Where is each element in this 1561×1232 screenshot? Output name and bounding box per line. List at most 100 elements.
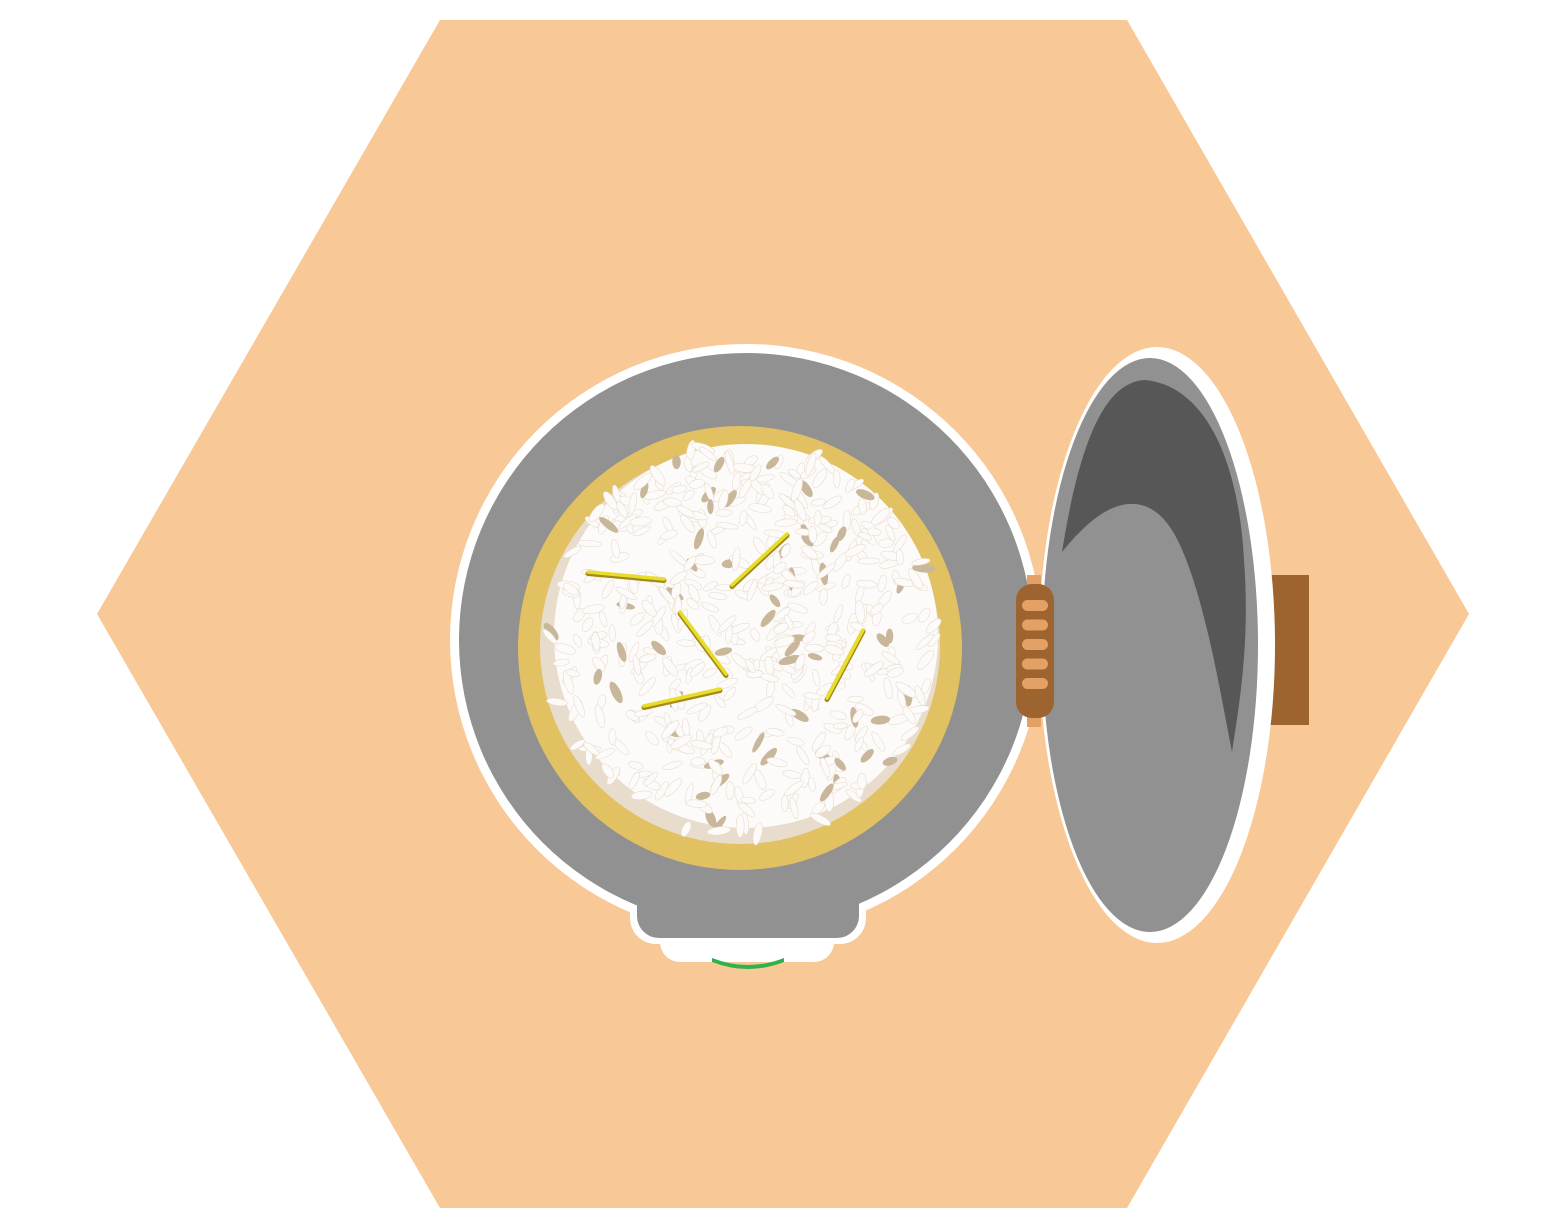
rice-grain [686,702,708,715]
rice-grain [885,524,896,542]
rice-grain [628,492,637,515]
rice-grain [682,489,695,501]
rice-grain [651,640,666,656]
rice-grain [562,670,574,695]
rice-grain [802,580,819,596]
rice-grain [661,720,680,740]
rice-grain [632,654,641,676]
rice-grain [630,790,653,800]
rice-grain [618,514,637,529]
cooker-foot [637,860,859,938]
rice-grain [737,707,758,720]
rice-grain [760,647,777,662]
rice-grain [588,503,605,523]
rice-grain [892,534,907,554]
rice-grain [845,789,862,803]
rice-grain [829,710,847,720]
rice-grain [639,653,657,663]
rice-grain [630,612,645,626]
rice-grain [577,540,602,548]
rice-grain [796,746,810,765]
rice-grain [591,631,601,651]
rice-grain [609,681,623,704]
rice-grain [629,516,652,527]
rice-grain [842,509,852,531]
rice-grain [689,662,706,677]
rice-grain [687,584,700,603]
hinge-ridge [1022,600,1048,611]
rice-grain [801,535,814,547]
rice-grain [769,594,781,608]
rice-grain [700,602,720,613]
rice-grain [713,456,725,473]
rice-grain [911,558,931,566]
rice-grain [671,484,688,494]
rice-grain [854,737,864,752]
rice-grain [780,543,791,558]
rice-grain [774,635,795,648]
rice-grain [554,643,577,655]
rice-grain [819,783,834,802]
rice-grain [855,725,868,743]
rice-grain [786,736,805,746]
rice-grain [543,622,559,641]
rice-grain [921,678,931,694]
rice-grain [672,454,681,470]
rice-grain [725,781,735,800]
rice-grain [857,773,867,790]
rice-grain [858,498,867,515]
hinge-ridge [1022,619,1048,631]
rice-grain [820,757,831,778]
rice-grain [714,695,726,709]
rice-grain [856,489,875,501]
rice-grain [717,615,737,633]
rice-grain [925,618,942,634]
rice-grain [692,461,710,473]
rice-grain [553,658,570,667]
rice-grain [808,525,818,544]
rice-grain [570,739,586,751]
rice-grain [662,656,678,677]
rice-grain [855,579,878,589]
rice-grain [746,579,758,602]
rice-grain [643,772,658,786]
rice-grain [808,777,816,792]
rice-grain [659,586,675,605]
rice-grain [628,761,644,770]
herb-strip [678,610,728,676]
rice-grain [892,743,911,756]
rice-grain [786,602,809,614]
rice-grain [896,549,904,566]
rice-grain [684,783,694,805]
rice-grain [864,661,884,677]
rice-grain [802,631,816,644]
rice-grain [766,757,788,768]
rice-grain [724,450,735,475]
rice-grain [773,622,789,634]
rice-grain [801,545,818,560]
rice-grain [749,464,762,482]
rice-grain [854,599,865,624]
rice-grain [836,526,847,542]
rice-grain [752,732,765,753]
rice-grain [740,796,757,804]
rice-grain [882,756,898,766]
rice-grain [812,669,821,687]
rice-grain [773,562,787,575]
rice-grain [760,609,776,627]
rice-grain [857,531,872,541]
rice-grain [714,647,733,656]
rice-grain [680,514,695,533]
rice-grain [723,687,737,701]
rice-grain [562,582,579,596]
rice-grain [881,651,901,665]
herb-garnish [585,532,866,710]
rice-grain [833,604,843,623]
rice-grain [708,759,723,775]
rice-grain [738,510,748,526]
rice-grain [619,594,627,609]
rice-grain [660,529,678,540]
rice-grain [633,526,651,537]
rice-grain [782,770,802,779]
rice-grain [871,731,886,752]
